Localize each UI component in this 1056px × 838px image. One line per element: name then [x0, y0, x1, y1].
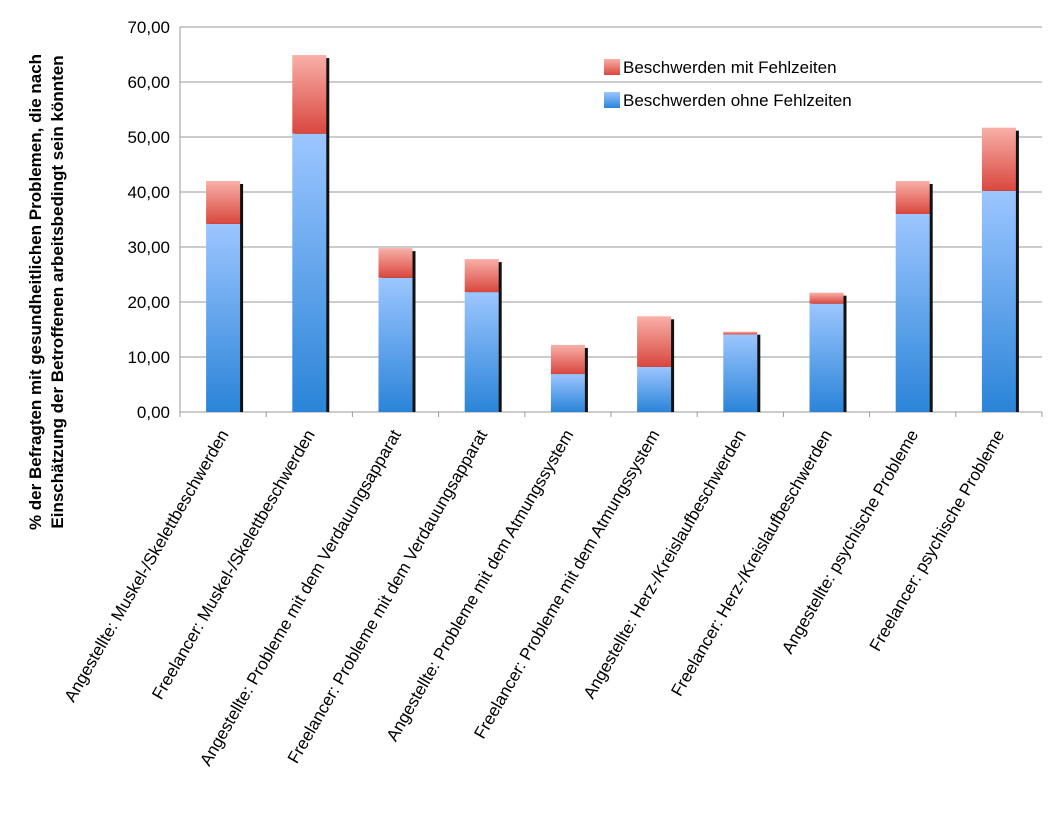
bar-mit-fehlzeiten	[292, 55, 327, 134]
bar-ohne-fehlzeiten	[292, 133, 327, 412]
bar-mit-fehlzeiten	[809, 292, 844, 304]
x-category-label: Freelancer: Probleme mit dem Atmungssyst…	[470, 427, 663, 743]
legend-label: Beschwerden ohne Fehlzeiten	[623, 91, 852, 110]
y-tick-label: 70,00	[127, 18, 170, 37]
x-axis-category-labels: Angestellte: Muskel-/SkelettbeschwerdenF…	[61, 426, 1009, 769]
bar-mit-fehlzeiten	[378, 248, 413, 278]
y-axis-title-line: Einschätzung der Betroffenen arbeitsbedi…	[48, 55, 67, 528]
x-category-label: Angestellte: Herz-/Kreislaufbeschwerden	[580, 427, 750, 702]
bar-ohne-fehlzeiten	[981, 190, 1016, 412]
bar-ohne-fehlzeiten	[464, 292, 499, 412]
y-tick-label: 50,00	[127, 128, 170, 147]
y-tick-label: 20,00	[127, 293, 170, 312]
x-category-label: Freelancer: Muskel-/Skelettbeschwerden	[148, 427, 318, 703]
bar-ohne-fehlzeiten	[723, 334, 758, 412]
bar-mit-fehlzeiten	[464, 259, 499, 293]
legend-label: Beschwerden mit Fehlzeiten	[623, 58, 837, 77]
y-tick-label: 10,00	[127, 348, 170, 367]
bar-mit-fehlzeiten	[550, 344, 585, 375]
y-tick-label: 40,00	[127, 183, 170, 202]
y-tick-label: 0,00	[137, 403, 170, 422]
bar-mit-fehlzeiten	[206, 181, 241, 224]
legend-swatch	[604, 59, 620, 75]
bar-mit-fehlzeiten	[723, 331, 758, 335]
bar-ohne-fehlzeiten	[637, 366, 672, 412]
x-category-label: Angestellte: Muskel-/Skelettbeschwerden	[61, 427, 233, 706]
x-category-label: Freelancer: Herz-/Kreislaufbeschwerden	[667, 427, 836, 700]
bar-mit-fehlzeiten	[637, 316, 672, 367]
bar-mit-fehlzeiten	[895, 181, 930, 214]
y-axis-title: % der Befragten mit gesundheitlichen Pro…	[26, 54, 67, 530]
x-category-label: Angestellte: Probleme mit dem Atmungssys…	[383, 427, 578, 745]
legend: Beschwerden mit Fehlzeiten Beschwerden oh…	[604, 58, 852, 110]
bar-mit-fehlzeiten	[981, 127, 1016, 191]
y-axis-title-line: % der Befragten mit gesundheitlichen Pro…	[26, 54, 45, 530]
x-category-label: Angestellte: Probleme mit dem Verdauungs…	[196, 426, 405, 769]
y-axis-tick-labels: 0,00 10,00 20,00 30,00 40,00 50,00 60,00 70,00	[127, 18, 170, 422]
y-tick-label: 30,00	[127, 238, 170, 257]
bar-ohne-fehlzeiten	[550, 374, 585, 412]
y-tick-label: 60,00	[127, 73, 170, 92]
legend-swatch	[604, 92, 620, 108]
bar-ohne-fehlzeiten	[206, 223, 241, 412]
bar-ohne-fehlzeiten	[895, 214, 930, 412]
x-category-label: Freelancer: Probleme mit dem Verdauungsa…	[284, 426, 491, 766]
bars	[206, 55, 1019, 413]
bar-ohne-fehlzeiten	[809, 303, 844, 412]
bar-ohne-fehlzeiten	[378, 277, 413, 412]
